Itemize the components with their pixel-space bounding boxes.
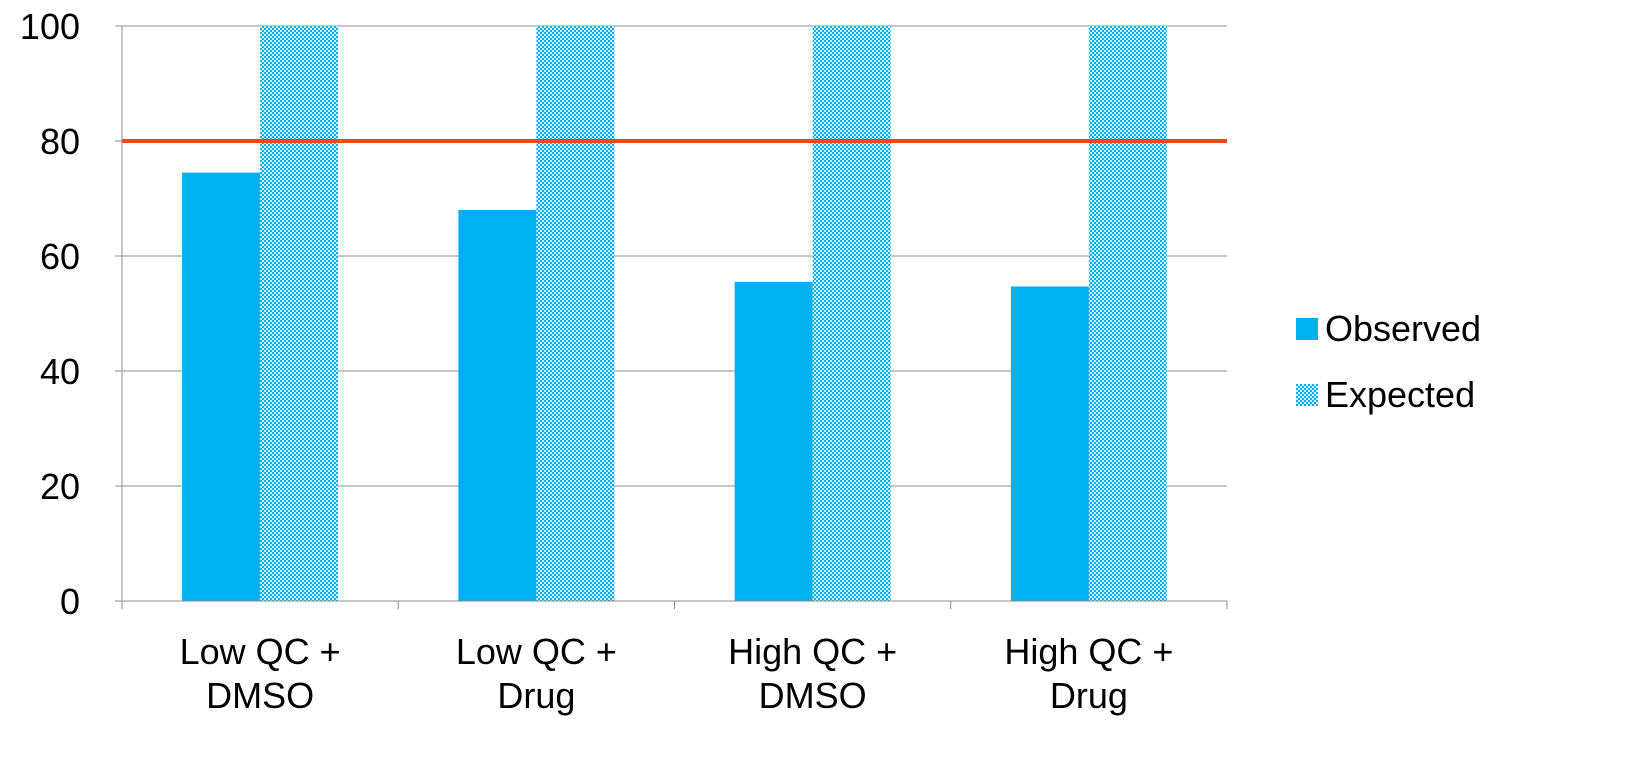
x-tick-label: Low QC +	[180, 631, 341, 672]
x-tick-label: High QC +	[1004, 631, 1173, 672]
y-tick-label: 40	[40, 351, 80, 392]
legend-swatch-expected	[1296, 384, 1318, 406]
y-tick-label: 0	[60, 581, 80, 622]
x-tick-label: Low QC +	[456, 631, 617, 672]
bar-expected	[536, 26, 615, 601]
bar-expected	[260, 26, 339, 601]
legend-label-observed: Observed	[1325, 308, 1481, 349]
legend-swatch-observed	[1296, 318, 1318, 340]
axes	[115, 25, 1228, 609]
legend: Observed Expected	[1296, 308, 1481, 415]
bar-observed	[182, 172, 261, 601]
bar-expected	[1088, 26, 1167, 601]
x-tick-label: High QC +	[728, 631, 897, 672]
bar-observed	[1010, 286, 1089, 601]
x-tick-label: DMSO	[206, 675, 314, 716]
x-tick-label: DMSO	[759, 675, 867, 716]
y-tick-label: 60	[40, 236, 80, 277]
bar-expected	[812, 26, 891, 601]
y-tick-labels: 0 20 40 60 80 100	[20, 6, 80, 622]
y-tick-label: 20	[40, 466, 80, 507]
legend-label-expected: Expected	[1325, 374, 1475, 415]
bars	[182, 26, 1167, 601]
bar-observed	[734, 281, 813, 601]
y-tick-label: 100	[20, 6, 80, 47]
x-tick-label: Drug	[1050, 675, 1128, 716]
y-tick-label: 80	[40, 121, 80, 162]
bar-observed	[458, 210, 537, 601]
x-tick-label: Drug	[497, 675, 575, 716]
